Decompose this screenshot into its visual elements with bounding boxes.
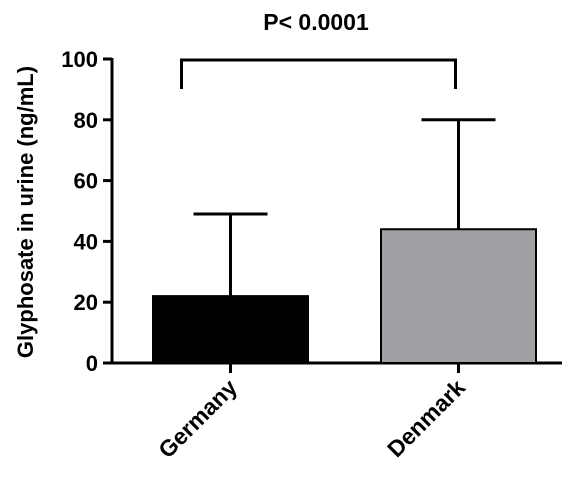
- bars: [152, 228, 537, 364]
- category-labels: Germany Denmark: [153, 374, 470, 463]
- y-tick-label-40: 40: [74, 229, 98, 254]
- error-bars: [193, 118, 496, 297]
- y-tick-label-20: 20: [74, 290, 98, 315]
- y-axis-title: Glyphosate in urine (ng/mL): [13, 66, 38, 358]
- significance-label: P< 0.0001: [263, 9, 369, 35]
- significance-bracket: [180, 58, 457, 89]
- category-label-denmark: Denmark: [382, 374, 470, 462]
- bracket-line: [180, 58, 457, 89]
- y-tick-label-100: 100: [61, 47, 98, 72]
- category-label-germany: Germany: [153, 374, 242, 463]
- bar-denmark: [380, 228, 537, 364]
- y-tick-label-60: 60: [74, 169, 98, 194]
- x-axis: [111, 361, 562, 373]
- y-axis: 0 20 40 60 80 100: [61, 47, 114, 376]
- y-tick-label-0: 0: [86, 351, 98, 376]
- y-tick-label-80: 80: [74, 108, 98, 133]
- bar-germany: [152, 295, 309, 364]
